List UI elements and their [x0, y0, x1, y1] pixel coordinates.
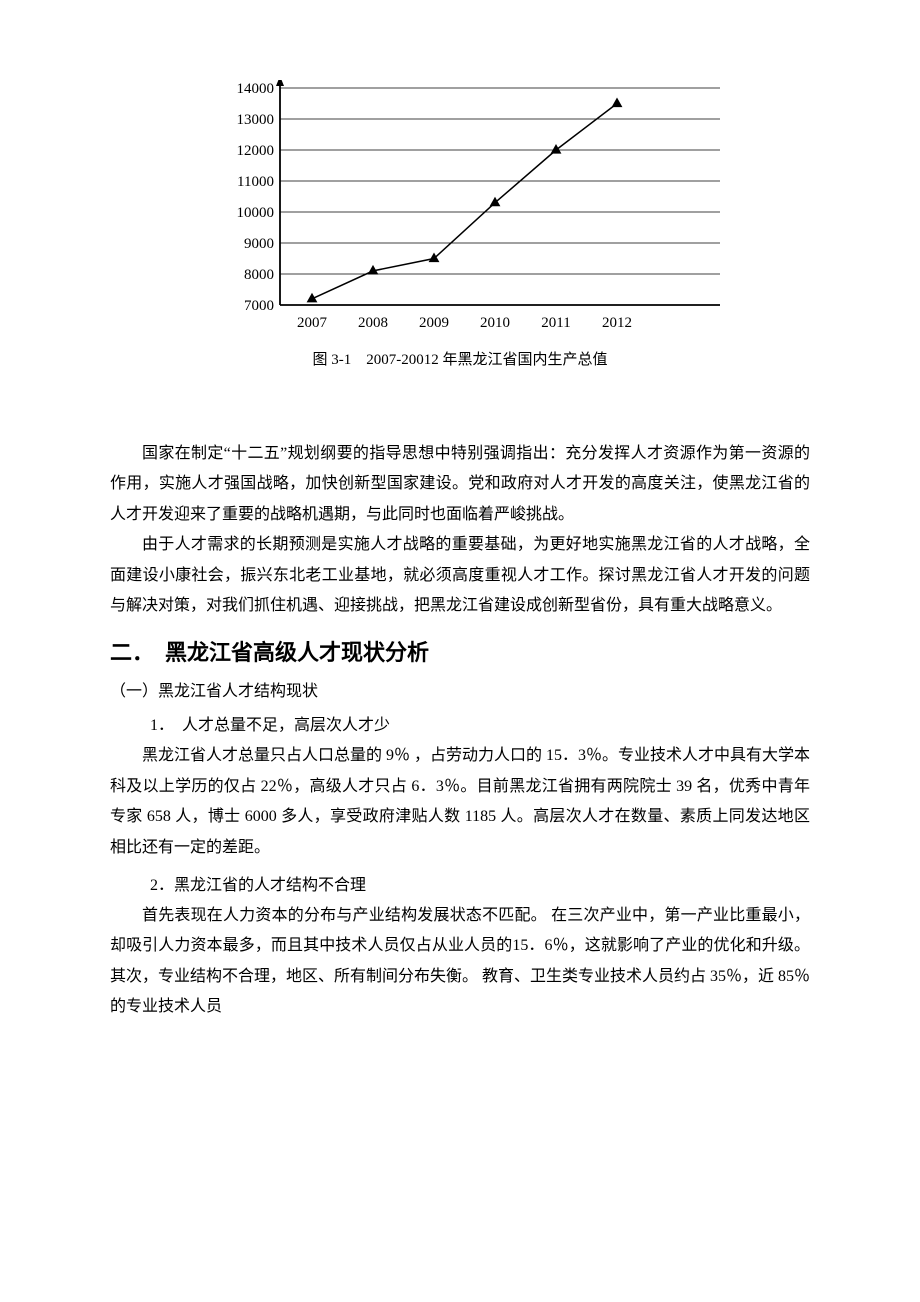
intro-paragraph-2: 由于人才需求的长期预测是实施人才战略的重要基础，为更好地实施黑龙江省的人才战略，… — [110, 530, 810, 621]
item-2-1-1-body-block: 黑龙江省人才总量只占人口总量的 9％ ，占劳动力人口的 15．3％。专业技术人才… — [110, 741, 810, 863]
svg-text:2011: 2011 — [541, 315, 570, 331]
item-2-1-2-body-block: 首先表现在人力资本的分布与产业结构发展状态不匹配。 在三次产业中，第一产业比重最… — [110, 901, 810, 1023]
section-2-heading: 二． 黑龙江省高级人才现状分析 — [110, 635, 810, 667]
chart-svg: 7000 8000 9000 10000 11000 12000 13000 14000 200… — [200, 80, 720, 340]
subsection-2-1-heading: （一）黑龙江省人才结构现状 — [110, 677, 810, 701]
intro-block: 国家在制定“十二五”规划纲要的指导思想中特别强调指出：充分发挥人才资源作为第一资… — [110, 439, 810, 621]
item-2-1-2-heading: 2．黑龙江省的人才结构不合理 — [110, 871, 810, 895]
svg-text:12000: 12000 — [237, 143, 275, 159]
svg-text:9000: 9000 — [244, 236, 274, 252]
item-2-1-1-heading: 1． 人才总量不足，高层次人才少 — [110, 711, 810, 735]
svg-text:2009: 2009 — [419, 315, 449, 331]
gdp-line-chart: 7000 8000 9000 10000 11000 12000 13000 14000 200… — [200, 80, 720, 340]
svg-text:2008: 2008 — [358, 315, 388, 331]
svg-text:10000: 10000 — [237, 205, 275, 221]
svg-text:2010: 2010 — [480, 315, 510, 331]
svg-text:11000: 11000 — [237, 174, 274, 190]
intro-paragraph-1: 国家在制定“十二五”规划纲要的指导思想中特别强调指出：充分发挥人才资源作为第一资… — [110, 439, 810, 530]
svg-text:7000: 7000 — [244, 298, 274, 314]
svg-text:2007: 2007 — [297, 315, 328, 331]
svg-text:2012: 2012 — [602, 315, 632, 331]
item-2-1-1-body: 黑龙江省人才总量只占人口总量的 9％ ，占劳动力人口的 15．3％。专业技术人才… — [110, 741, 810, 863]
page-container: 7000 8000 9000 10000 11000 12000 13000 14000 200… — [0, 0, 920, 1082]
chart-caption: 图 3-1 2007-20012 年黑龙江省国内生产总值 — [110, 348, 810, 369]
svg-text:8000: 8000 — [244, 267, 274, 283]
item-2-1-2-body: 首先表现在人力资本的分布与产业结构发展状态不匹配。 在三次产业中，第一产业比重最… — [110, 901, 810, 1023]
svg-text:14000: 14000 — [237, 81, 275, 97]
svg-text:13000: 13000 — [237, 112, 275, 128]
